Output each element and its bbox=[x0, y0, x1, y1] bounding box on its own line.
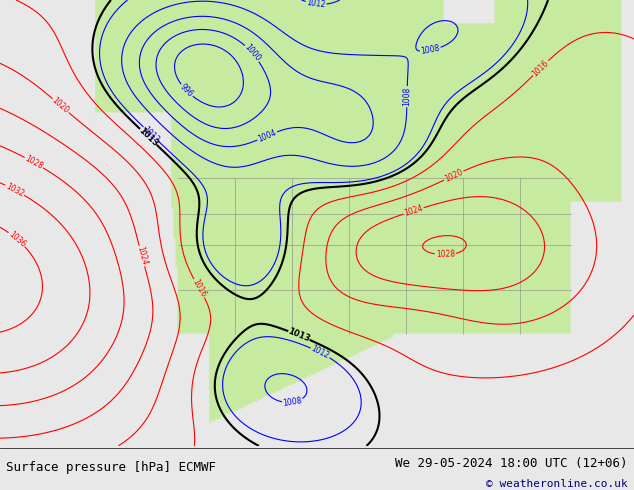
Text: 1020: 1020 bbox=[50, 96, 71, 115]
Text: 1008: 1008 bbox=[282, 396, 303, 408]
Text: © weatheronline.co.uk: © weatheronline.co.uk bbox=[486, 479, 628, 489]
Text: 996: 996 bbox=[178, 82, 195, 99]
Text: 1012: 1012 bbox=[141, 124, 161, 144]
Text: 1028: 1028 bbox=[436, 250, 455, 260]
Text: We 29-05-2024 18:00 UTC (12+06): We 29-05-2024 18:00 UTC (12+06) bbox=[395, 457, 628, 470]
Text: 1012: 1012 bbox=[309, 344, 331, 361]
Text: 1008: 1008 bbox=[403, 87, 411, 106]
Text: 1024: 1024 bbox=[135, 245, 148, 267]
Text: 1036: 1036 bbox=[7, 229, 27, 249]
Text: 1008: 1008 bbox=[420, 44, 441, 56]
Text: Surface pressure [hPa] ECMWF: Surface pressure [hPa] ECMWF bbox=[6, 462, 216, 474]
Text: 1024: 1024 bbox=[403, 204, 424, 218]
Text: 1012: 1012 bbox=[306, 0, 326, 9]
Text: 1016: 1016 bbox=[531, 58, 551, 78]
Text: 1016: 1016 bbox=[190, 278, 208, 299]
Text: 1004: 1004 bbox=[257, 128, 278, 144]
Text: 1020: 1020 bbox=[443, 168, 464, 184]
Text: 1000: 1000 bbox=[243, 43, 262, 63]
Text: 1028: 1028 bbox=[23, 154, 44, 171]
Text: 1013: 1013 bbox=[137, 125, 160, 148]
Text: 1013: 1013 bbox=[287, 327, 311, 344]
Text: 1032: 1032 bbox=[4, 182, 25, 198]
